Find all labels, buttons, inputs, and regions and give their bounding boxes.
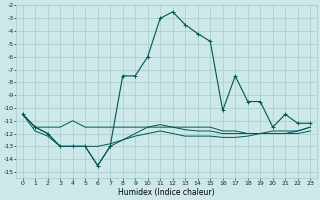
X-axis label: Humidex (Indice chaleur): Humidex (Indice chaleur) [118,188,215,197]
